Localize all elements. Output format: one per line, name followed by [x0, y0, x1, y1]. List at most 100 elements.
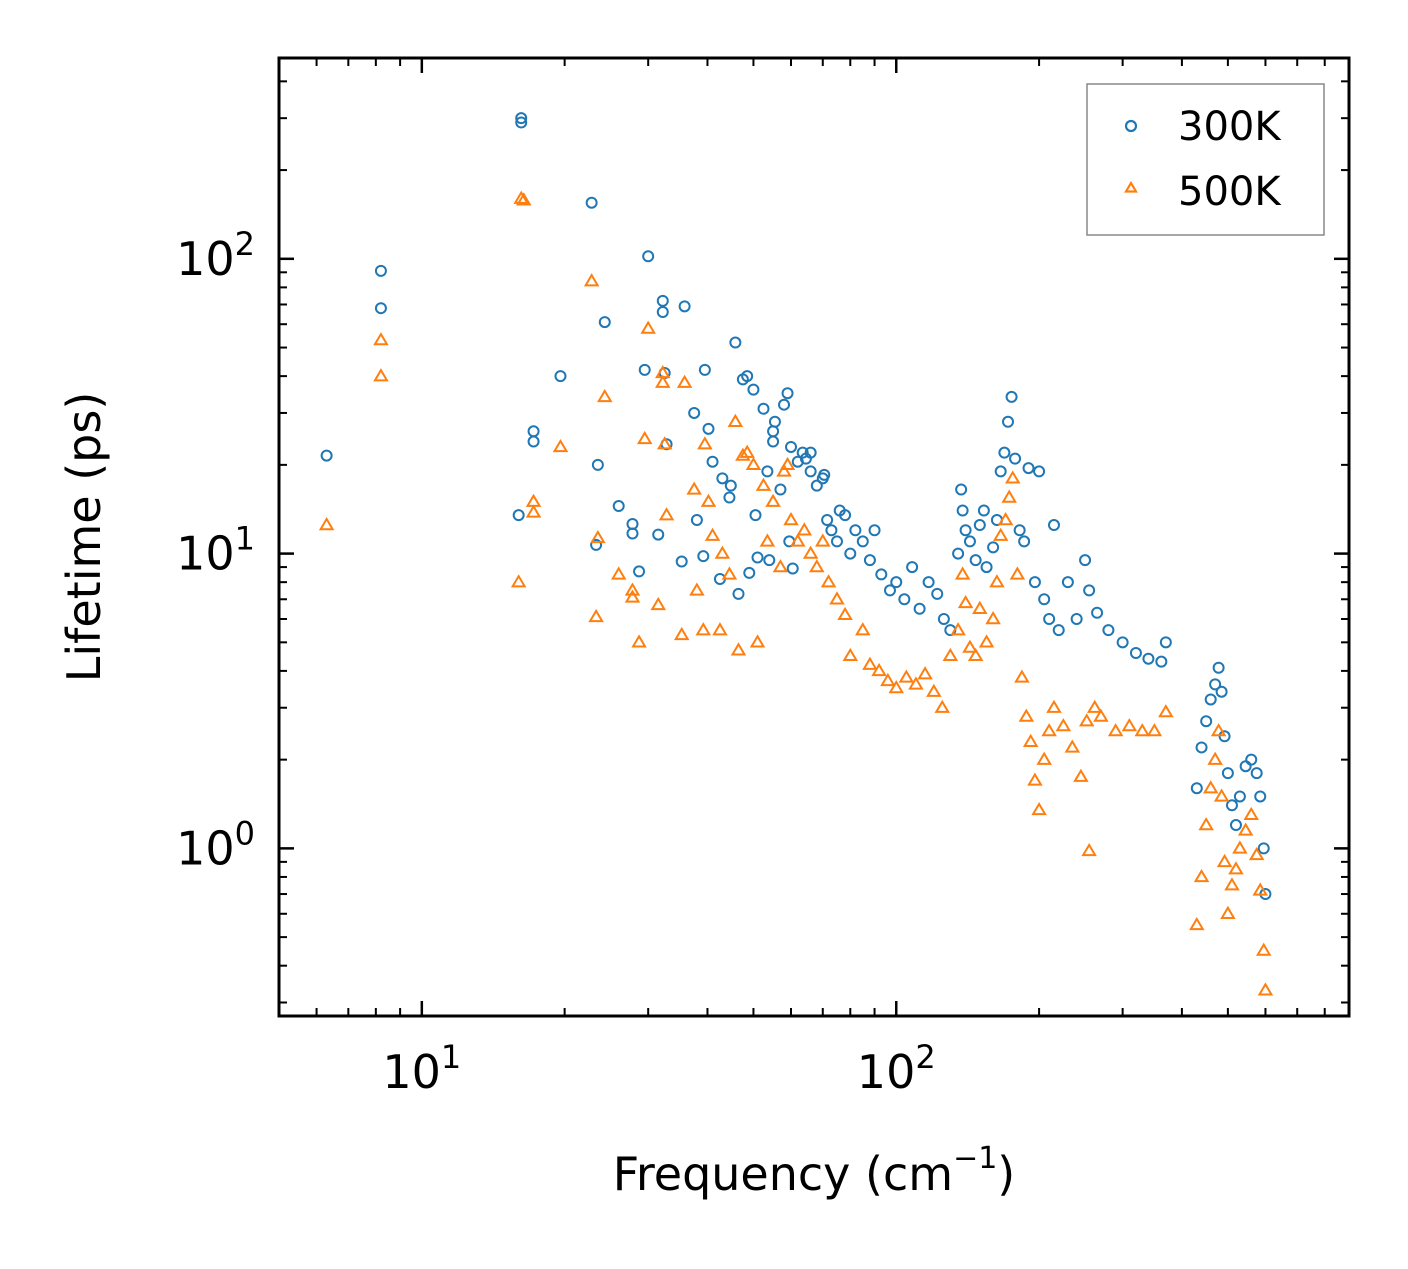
point-circle-300k: [1142, 652, 1155, 665]
point-triangle-500k: [954, 566, 971, 580]
point-triangle-500k: [842, 647, 859, 662]
y-axis-title: Lifetime (ps): [57, 392, 111, 683]
point-circle-300k: [1225, 799, 1238, 812]
point-triangle-500k: [802, 545, 819, 559]
point-circle-300k: [839, 509, 852, 522]
point-triangle-500k: [855, 622, 871, 636]
point-circle-300k: [1052, 624, 1065, 637]
point-triangle-500k: [655, 374, 671, 388]
point-triangle-500k: [1213, 788, 1230, 802]
point-triangle-500k: [697, 436, 713, 450]
point-circle-300k: [1209, 678, 1222, 691]
point-triangle-500k: [908, 676, 924, 690]
point-triangle-500k: [1004, 470, 1021, 484]
point-triangle-500k: [1064, 739, 1081, 753]
point-triangle-500k: [1022, 733, 1039, 747]
point-circle-300k: [723, 491, 736, 504]
point-triangle-500k: [658, 507, 675, 521]
point-triangle-500k: [992, 527, 1009, 541]
point-circle-300k: [786, 562, 799, 575]
point-circle-300k: [732, 587, 745, 600]
point-triangle-500k: [700, 493, 717, 507]
point-circle-300k: [804, 465, 817, 478]
point-triangle-500k: [510, 574, 527, 588]
point-circle-300k: [1245, 753, 1258, 766]
point-triangle-500k: [765, 493, 781, 507]
point-circle-300k: [688, 406, 701, 419]
point-circle-300k: [1079, 554, 1092, 567]
point-triangle-500k: [1210, 723, 1227, 737]
point-circle-300k: [890, 576, 903, 589]
point-triangle-500k: [820, 574, 837, 588]
point-circle-300k: [374, 302, 387, 315]
point-triangle-500k: [588, 608, 604, 623]
point-circle-300k: [1022, 462, 1035, 475]
point-circle-300k: [804, 446, 817, 459]
point-triangle-500k: [673, 626, 690, 641]
point-triangle-500k: [985, 611, 1001, 625]
point-circle-300k: [1047, 519, 1060, 532]
point-circle-300k: [1013, 524, 1026, 537]
point-triangle-500k: [712, 622, 728, 636]
point-triangle-500k: [1198, 817, 1214, 831]
point-triangle-500k: [1232, 840, 1248, 854]
point-triangle-500k: [735, 447, 751, 461]
point-circle-300k: [931, 587, 944, 600]
point-circle-300k: [591, 458, 604, 471]
point-circle-300k: [969, 554, 982, 567]
point-triangle-500k: [727, 413, 744, 427]
point-triangle-500k: [862, 656, 878, 670]
point-triangle-500k: [871, 662, 887, 677]
point-circle-300k: [830, 535, 843, 548]
point-circle-300k: [743, 566, 756, 579]
point-circle-300k: [633, 565, 646, 578]
point-circle-300k: [844, 547, 857, 560]
point-circle-300k: [554, 370, 567, 383]
point-triangle-500k: [1189, 916, 1205, 931]
point-circle-300k: [952, 547, 965, 560]
point-triangle-500k: [1237, 822, 1254, 836]
plot-frame: [277, 56, 1351, 1018]
point-triangle-500k: [624, 582, 641, 596]
x-axis-title: Frequency (cm−1): [613, 1141, 1016, 1201]
point-triangle-500k: [776, 463, 792, 477]
point-triangle-500k: [783, 512, 799, 526]
point-triangle-500k: [1018, 708, 1035, 722]
point-triangle-500k: [583, 273, 600, 287]
point-circle-300k: [697, 550, 710, 563]
point-circle-300k: [751, 551, 764, 564]
point-circle-300k: [690, 514, 703, 527]
point-circle-300k: [1215, 685, 1228, 698]
point-circle-300k: [973, 519, 986, 532]
point-triangle-500k: [636, 430, 653, 445]
point-triangle-500k: [790, 533, 806, 547]
point-triangle-500k: [739, 444, 755, 458]
point-circle-300k: [778, 398, 791, 411]
point-circle-300k: [652, 528, 665, 541]
point-circle-300k: [1018, 535, 1031, 548]
point-circle-300k: [527, 435, 540, 448]
point-circle-300k: [747, 383, 760, 396]
point-circle-300k: [741, 370, 754, 383]
point-triangle-500k: [1009, 566, 1026, 580]
point-triangle-500k: [1073, 768, 1089, 782]
point-circle-300k: [678, 300, 691, 313]
point-circle-300k: [796, 446, 809, 459]
point-triangle-500k: [1041, 723, 1057, 737]
point-triangle-500k: [829, 591, 845, 605]
point-circle-300k: [374, 264, 387, 277]
point-circle-300k: [656, 294, 669, 307]
point-circle-300k: [656, 306, 669, 319]
point-triangle-500k: [779, 456, 796, 471]
point-circle-300k: [706, 455, 719, 468]
point-triangle-500k: [1228, 861, 1244, 875]
point-circle-300k: [1229, 819, 1242, 832]
point-circle-300k: [749, 509, 762, 522]
point-circle-300k: [856, 535, 869, 548]
point-circle-300k: [1028, 576, 1041, 589]
point-circle-300k: [1254, 790, 1267, 803]
point-circle-300k: [818, 468, 831, 481]
point-triangle-500k: [1255, 942, 1272, 956]
point-circle-300k: [612, 500, 625, 513]
